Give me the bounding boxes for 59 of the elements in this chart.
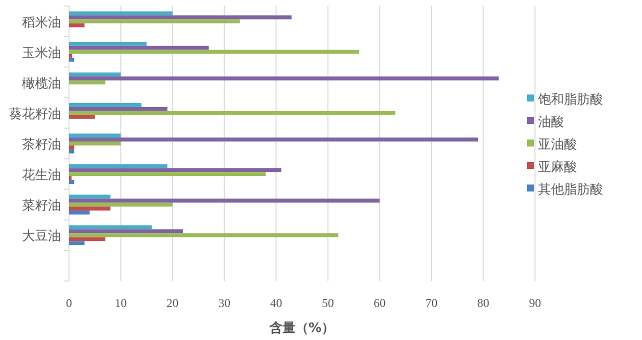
x-tick-label: 0 [66, 296, 72, 310]
bar [69, 198, 380, 203]
bar [69, 210, 90, 215]
bar [69, 11, 173, 16]
bar [69, 50, 359, 54]
x-tick-label: 80 [477, 296, 490, 310]
bar [69, 138, 478, 142]
x-tick-label: 60 [374, 296, 386, 310]
y-tick-label: 橄榄油 [22, 76, 61, 92]
bar [69, 142, 121, 146]
bar [69, 168, 282, 172]
bar [69, 19, 240, 24]
bar [69, 229, 183, 234]
bar [69, 176, 72, 180]
bar [69, 145, 74, 150]
bar [69, 114, 95, 119]
bar [69, 42, 147, 46]
bar [69, 241, 85, 246]
bar [69, 202, 173, 207]
bar [69, 103, 142, 107]
y-tick-label: 大豆油 [22, 229, 61, 244]
bar [69, 110, 396, 115]
bar [69, 233, 338, 238]
bar [69, 15, 292, 20]
x-axis-title: 含量（%） [268, 320, 335, 336]
y-tick-label: 茶籽油 [22, 138, 61, 152]
legend-label: 其他脂肪酸 [538, 182, 603, 198]
bar [69, 172, 266, 176]
x-tick-label: 40 [270, 296, 282, 310]
x-tick-label: 70 [425, 296, 438, 310]
bar [69, 225, 152, 230]
x-tick-label: 10 [114, 296, 127, 310]
y-tick-label: 稻米油 [22, 15, 61, 30]
y-tick-label: 葵花籽油 [9, 106, 61, 122]
bar [69, 134, 121, 138]
y-tick-label: 花生油 [22, 168, 61, 184]
legend-label: 油酸 [538, 115, 564, 130]
bar [69, 58, 74, 62]
bar [69, 46, 209, 50]
bar [69, 180, 74, 184]
bar [69, 80, 106, 84]
x-tick-label: 90 [529, 296, 541, 310]
bar [69, 76, 499, 80]
legend-label: 亚麻酸 [538, 160, 577, 175]
y-tick-label: 菜籽油 [22, 198, 61, 214]
bar [69, 149, 74, 154]
x-tick-label: 20 [166, 296, 179, 310]
bar [69, 164, 168, 168]
bar [69, 54, 72, 58]
x-tick-label: 50 [322, 296, 334, 310]
bar [69, 194, 110, 199]
legend-label: 饱和脂肪酸 [537, 92, 603, 108]
bar [69, 72, 121, 76]
x-tick-label: 30 [218, 296, 230, 310]
bar [69, 237, 106, 242]
legend-label: 亚油酸 [538, 138, 577, 152]
y-tick-label: 玉米油 [22, 46, 61, 61]
bar [69, 106, 168, 111]
bar [69, 206, 110, 211]
